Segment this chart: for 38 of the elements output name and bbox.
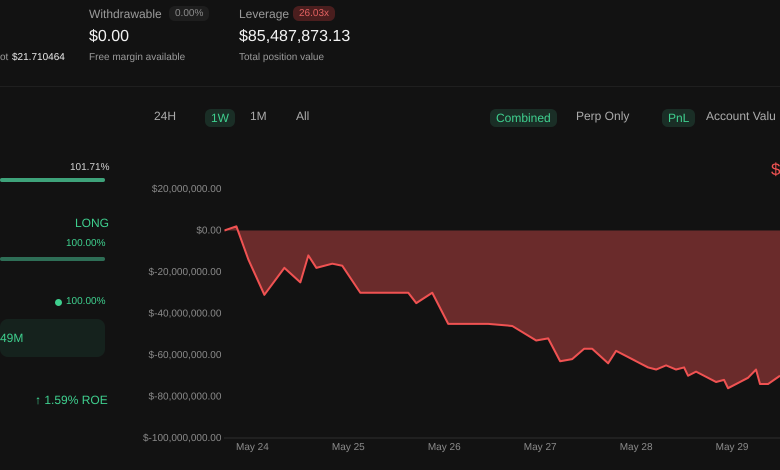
text: $85,487,873.13: [239, 28, 350, 46]
y-tick-label: $20,000,000.00: [152, 184, 222, 195]
text: Total position value: [239, 52, 324, 63]
x-tick-label: May 26: [428, 442, 462, 453]
y-tick-label: $-20,000,000.00: [148, 266, 222, 278]
text: 49M: [0, 331, 24, 345]
text: $21.710464: [12, 52, 65, 63]
text: Free margin available: [89, 52, 186, 63]
text: All: [296, 109, 310, 123]
x-tick-label: May 27: [524, 442, 558, 453]
text: PnL: [662, 109, 696, 127]
text: $0.00: [89, 28, 130, 46]
y-tick-label: $-100,000,000.00: [142, 432, 222, 444]
text: 101.71%: [70, 162, 110, 173]
x-tick-label: May 24: [236, 442, 270, 453]
y-tick-label: $-60,000,000.00: [148, 350, 222, 361]
text: ↑ 1.59% ROE: [35, 393, 108, 407]
text: 1W: [205, 109, 235, 127]
x-tick-label: May 29: [716, 442, 749, 453]
text: Combined: [490, 109, 557, 127]
y-tick-label: $-80,000,000.00: [148, 391, 222, 402]
text: Withdrawable: [89, 7, 162, 21]
text: Leverage: [239, 7, 290, 21]
text: 0.00%: [169, 6, 210, 21]
text: 26.03x: [293, 6, 336, 21]
text: 100.00%: [66, 238, 106, 249]
text: $: [771, 160, 780, 180]
x-tick-label: May 25: [332, 442, 366, 453]
text: Perp Only: [576, 109, 630, 123]
text: Account Valu: [706, 109, 776, 123]
y-tick-label: $0.00: [196, 225, 222, 236]
y-tick-label: $-40,000,000.00: [148, 308, 222, 320]
x-tick-label: May 28: [620, 442, 653, 453]
text: 1M: [250, 109, 267, 123]
text: 24H: [154, 109, 176, 123]
text: 100.00%: [66, 296, 106, 307]
text: ot: [0, 52, 8, 63]
text: LONG: [75, 216, 110, 230]
